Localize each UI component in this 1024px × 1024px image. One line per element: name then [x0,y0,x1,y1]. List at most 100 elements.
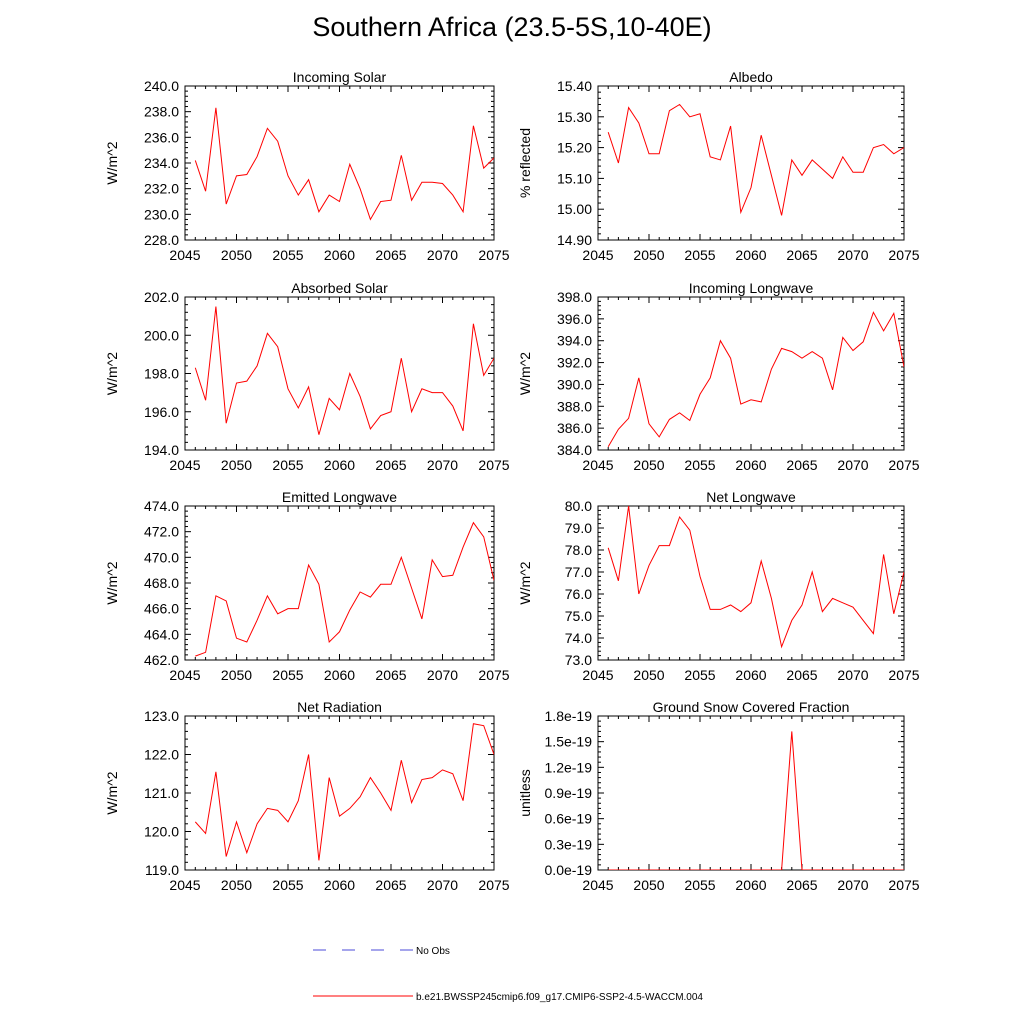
y-tick-label: 79.0 [565,520,592,536]
x-tick-label: 2050 [221,877,252,893]
y-tick-label: 80.0 [565,498,592,514]
y-axis-label: W/m^2 [104,352,120,395]
x-tick-label: 2075 [478,667,509,683]
y-tick-label: 73.0 [565,652,592,668]
x-tick-label: 2065 [375,457,406,473]
chart-panel-3: Absorbed Solar 2045 2050 2055 2060 2065 2070 20… [104,280,510,473]
y-tick-label: 76.0 [565,586,592,602]
x-tick-label: 2055 [272,877,303,893]
chart-panel-2: Albedo 2045 2050 2055 2060 2065 2070 2075 14.90 1… [517,69,920,263]
y-tick-label: 15.10 [557,170,592,186]
chart-panel-5: Emitted Longwave 2045 2050 2055 2060 2065 2070… [104,489,510,683]
y-tick-label: 119.0 [145,862,179,878]
panel-title: Emitted Longwave [282,489,397,505]
x-tick-label: 2055 [684,877,715,893]
x-tick-label: 2055 [272,247,303,263]
x-tick-label: 2075 [888,667,919,683]
x-tick-label: 2045 [169,457,200,473]
y-tick-label: 238.0 [144,104,179,120]
panel-title: Incoming Solar [293,69,387,85]
plot-frame [184,85,495,241]
y-tick-label: 234.0 [144,155,179,171]
y-tick-label: 230.0 [144,206,179,222]
x-tick-label: 2075 [478,877,509,893]
y-tick-label: 394.0 [557,333,592,349]
y-tick-label: 198.0 [144,366,179,382]
series-line-1 [607,311,904,447]
x-tick-label: 2070 [837,457,868,473]
x-tick-label: 2050 [633,667,664,683]
y-tick-label: 15.40 [557,78,592,94]
x-tick-label: 2060 [324,877,355,893]
x-tick-label: 2050 [221,667,252,683]
x-tick-label: 2060 [324,457,355,473]
x-tick-label: 2055 [272,457,303,473]
y-tick-label: 75.0 [565,608,592,624]
y-tick-label: 202.0 [144,289,179,305]
y-tick-label: 74.0 [565,630,592,646]
y-tick-label: 0.0e-19 [545,862,593,878]
y-tick-label: 15.20 [557,140,592,156]
x-tick-label: 2070 [427,877,458,893]
x-tick-label: 2045 [169,667,200,683]
y-axis-label: unitless [517,769,533,816]
x-tick-label: 2060 [735,877,766,893]
x-tick-label: 2065 [375,247,406,263]
x-tick-label: 2045 [582,457,613,473]
x-tick-label: 2050 [221,457,252,473]
y-tick-label: 390.0 [557,376,592,392]
series-line-1 [194,107,494,221]
x-tick-label: 2045 [582,667,613,683]
x-tick-label: 2055 [684,457,715,473]
legend: No Obs b.e21.BWSSP245cmip6.f09_g17.CMIP6-… [313,946,703,1003]
figure-title: Southern Africa (23.5-5S,10-40E) [312,12,712,42]
y-tick-label: 464.0 [144,626,179,642]
x-tick-label: 2050 [633,247,664,263]
x-tick-label: 2065 [786,667,817,683]
panel-title: Absorbed Solar [291,280,388,296]
y-tick-label: 392.0 [557,355,592,371]
x-tick-label: 2065 [786,457,817,473]
x-tick-label: 2075 [478,247,509,263]
x-tick-label: 2070 [837,247,868,263]
x-tick-label: 2045 [582,247,613,263]
x-tick-label: 2045 [169,877,200,893]
y-axis-label: W/m^2 [104,561,120,604]
series-line-1 [608,731,904,870]
y-tick-label: 396.0 [557,311,592,327]
y-tick-label: 470.0 [144,549,179,565]
y-axis-label: W/m^2 [104,771,120,814]
series-line-1 [607,103,904,216]
series-line-1 [194,306,494,435]
panel-title: Incoming Longwave [689,280,814,296]
y-tick-label: 232.0 [144,181,179,197]
panel-title: Albedo [729,69,773,85]
y-tick-label: 468.0 [144,575,179,591]
x-tick-label: 2045 [582,877,613,893]
chart-panel-4: Incoming Longwave 2045 2050 2055 2060 2065 207… [517,280,920,473]
x-tick-label: 2070 [427,247,458,263]
panel-title: Net Longwave [706,489,796,505]
x-tick-label: 2055 [684,667,715,683]
y-tick-label: 196.0 [144,404,179,420]
y-tick-label: 15.00 [557,201,592,217]
y-axis-label: % reflected [517,128,533,198]
legend-no-obs-label: No Obs [416,946,450,957]
y-tick-label: 1.2e-19 [545,759,593,775]
y-axis-label: W/m^2 [104,141,120,184]
x-tick-label: 2045 [169,247,200,263]
y-tick-label: 240.0 [144,78,179,94]
plot-frame [597,505,905,661]
y-tick-label: 0.9e-19 [545,785,593,801]
x-tick-label: 2060 [324,667,355,683]
x-tick-label: 2060 [735,457,766,473]
y-tick-label: 398.0 [557,289,592,305]
y-tick-label: 462.0 [144,652,179,668]
plot-frame [184,715,495,871]
y-tick-label: 0.6e-19 [545,811,593,827]
y-tick-label: 388.0 [557,398,592,414]
y-tick-label: 1.5e-19 [545,734,593,750]
y-tick-label: 200.0 [144,327,179,343]
